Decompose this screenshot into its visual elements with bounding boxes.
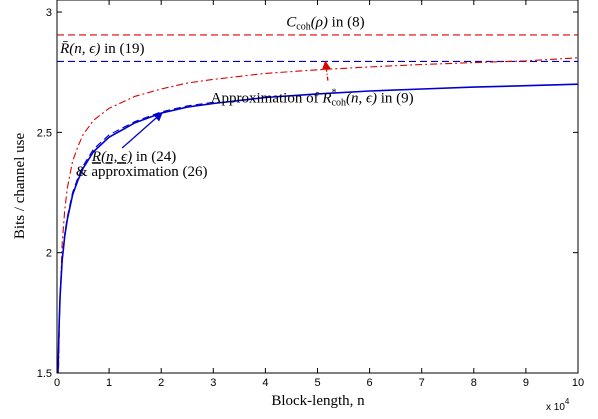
x-tick-label: 10 — [572, 377, 584, 389]
x-multiplier-exp: 4 — [565, 397, 570, 406]
annotation-suffix: in (19) — [100, 41, 144, 57]
x-tick-label: 4 — [262, 377, 268, 389]
x-tick-label: 6 — [367, 377, 373, 389]
x-tick-label: 7 — [419, 377, 425, 389]
annotation-ccoh: Ccoh(ρ) in (8) — [286, 14, 364, 32]
y-axis-label: Bits / channel use — [12, 133, 28, 240]
series-line-2 — [58, 57, 579, 369]
x-tick-label: 5 — [314, 377, 320, 389]
annotation-rbar: R̄(n, ϵ) in (19) — [59, 41, 144, 57]
annotation-rstar: Approximation of R* coh(n, ϵ) in (9) — [211, 87, 414, 108]
annotation-symbol: R — [321, 90, 331, 106]
annotation-suffix: in (9) — [377, 90, 414, 106]
annotation-subscript: coh — [296, 21, 310, 32]
annotation-args: (ρ) — [311, 14, 328, 30]
y-tick-label: 1.5 — [37, 368, 52, 380]
annotation-args: (n, ϵ) — [346, 90, 377, 106]
annotation-arrow-rstar — [321, 60, 331, 81]
annotation-runder: R(n, ϵ) in (24) — [91, 149, 176, 165]
series-line-3 — [57, 83, 579, 374]
x-tick-label: 3 — [210, 377, 216, 389]
tick-layer: 0 1 2 3 4 5 6 7 8 9 10 1.5 2 2.5 3 — [37, 0, 584, 389]
annotation-runder-line2: & approximation (26) — [76, 164, 208, 180]
annotation-math: R̄(n, ϵ) — [59, 41, 100, 57]
annotation-layer: Ccoh(ρ) in (8)R̄(n, ϵ) in (19)Approximat… — [59, 14, 414, 180]
annotation-math: R(n, ϵ) — [91, 149, 132, 165]
x-tick-label: 8 — [471, 377, 477, 389]
x-tick-label: 9 — [523, 377, 529, 389]
x-tick-label: 1 — [106, 377, 112, 389]
x-tick-label: 2 — [158, 377, 164, 389]
x-tick-label: 0 — [54, 377, 60, 389]
y-tick-label: 3 — [46, 7, 52, 19]
series-line-4 — [58, 101, 214, 349]
y-tick-label: 2.5 — [37, 127, 52, 139]
annotation-arrow-runder — [121, 112, 163, 149]
x-multiplier: x 104 — [546, 397, 570, 413]
annotation-symbol: C — [286, 14, 297, 30]
annotation-superscript: * — [332, 87, 337, 98]
annotation-suffix: in (24) — [132, 149, 176, 165]
x-axis-label: Block-length, n — [271, 393, 365, 409]
series-layer — [57, 34, 579, 374]
annotation-suffix: in (8) — [328, 14, 365, 30]
annotation-subscript: coh — [332, 97, 346, 108]
y-tick-label: 2 — [46, 248, 52, 260]
x-multiplier-base: x 10 — [546, 402, 565, 413]
annotation-prefix: Approximation of — [211, 90, 323, 106]
